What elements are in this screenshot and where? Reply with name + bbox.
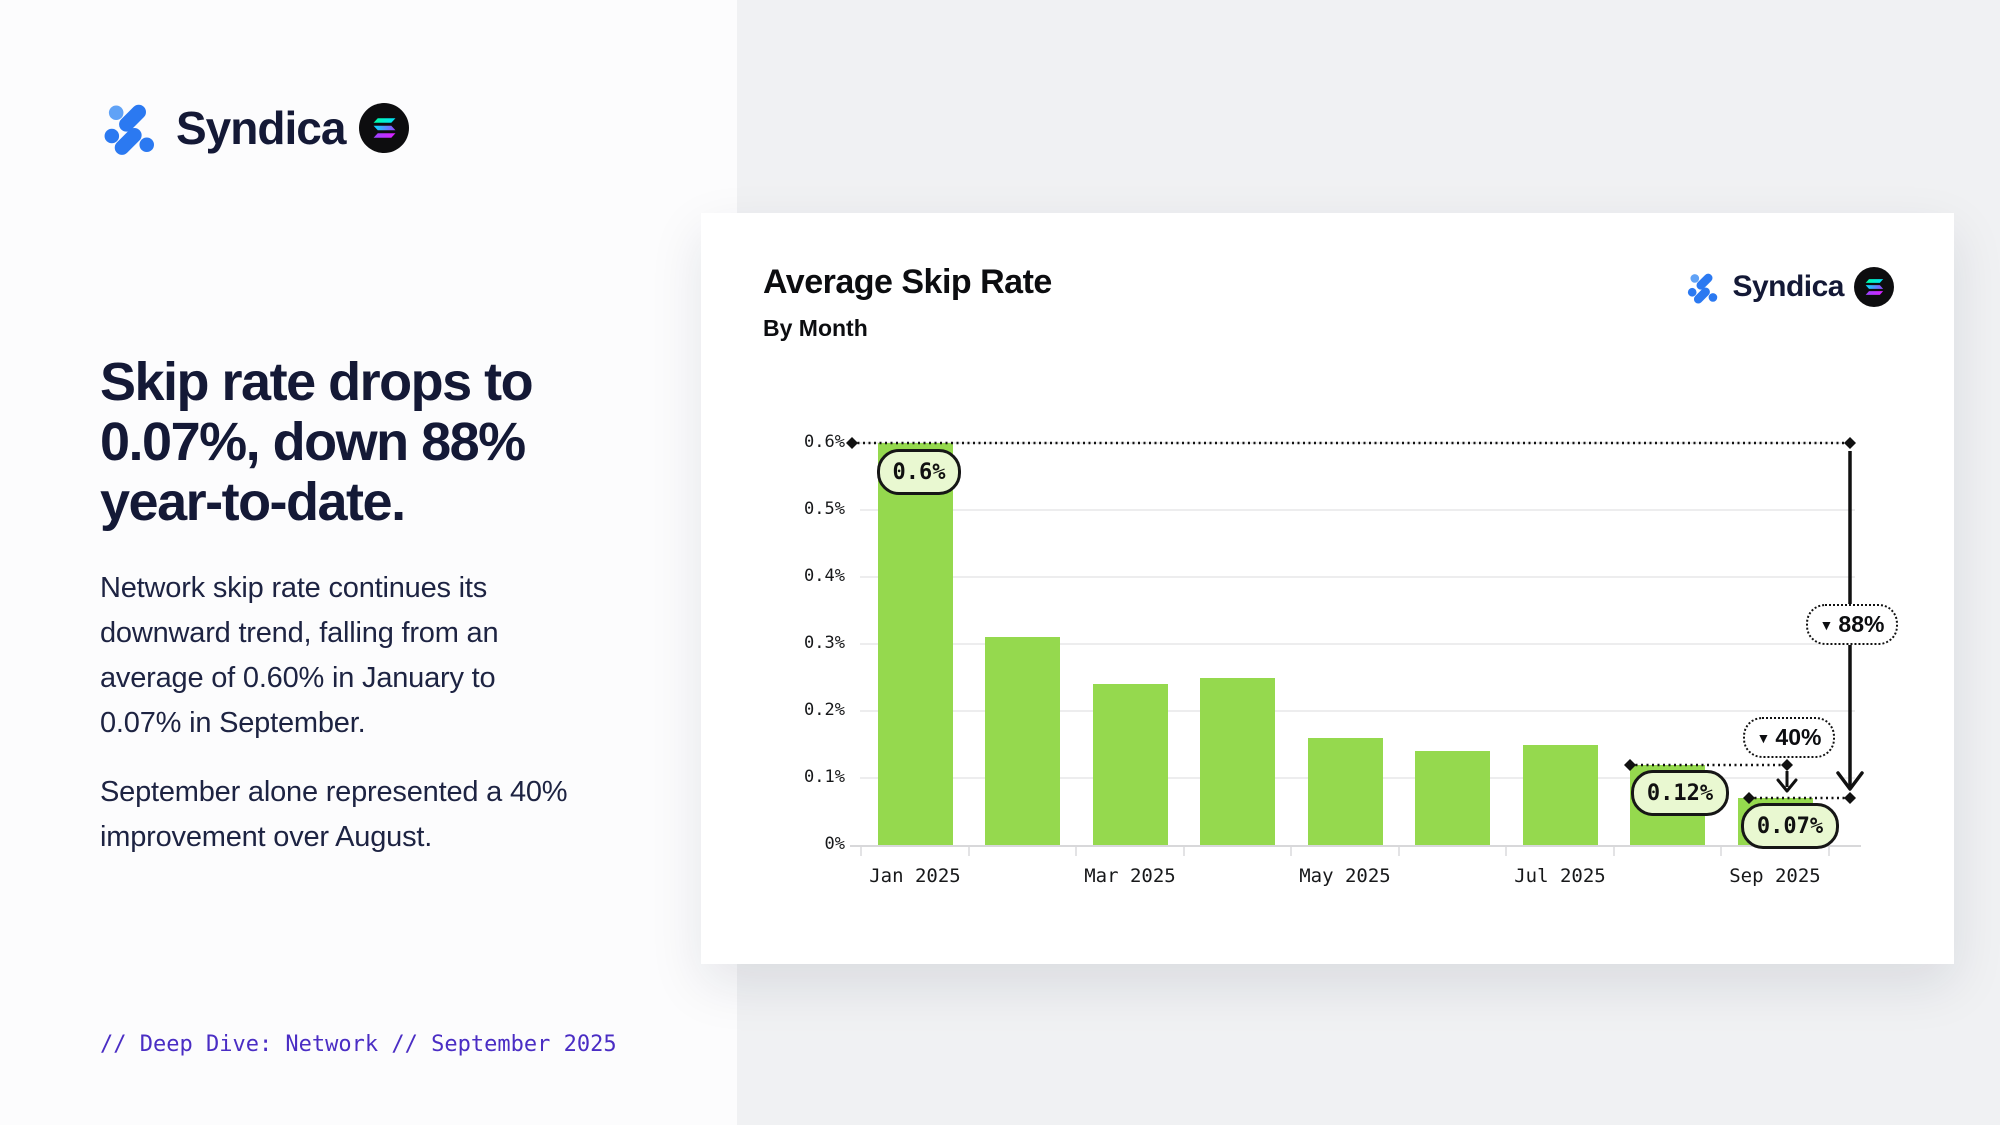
x-axis-label: May 2025 bbox=[1299, 865, 1391, 887]
x-axis-tick bbox=[1827, 847, 1830, 856]
solana-icon bbox=[359, 103, 410, 153]
bar-apr-2025 bbox=[1200, 677, 1275, 845]
ytd-change-pill: ▼ 88% bbox=[1806, 604, 1898, 645]
gridline bbox=[860, 710, 1855, 712]
x-axis-tick bbox=[1182, 847, 1185, 856]
x-axis-tick bbox=[1505, 847, 1508, 856]
card-brand-logo: Syndica bbox=[1684, 267, 1894, 307]
x-axis-line bbox=[850, 845, 1861, 847]
x-axis-label: Jan 2025 bbox=[869, 865, 961, 887]
gridline bbox=[860, 442, 1855, 444]
brand-wordmark: Syndica bbox=[1732, 270, 1844, 303]
bar-jan-2025 bbox=[877, 443, 953, 845]
y-axis-label: 0.6% bbox=[804, 432, 845, 452]
y-axis-label: 0.3% bbox=[804, 633, 845, 653]
down-triangle-icon: ▼ bbox=[1819, 616, 1834, 633]
chart-card: Average Skip Rate By Month Syndica 0% 0.1… bbox=[701, 213, 1954, 964]
mom-change-value: 40% bbox=[1775, 724, 1822, 750]
bar-jul-2025 bbox=[1522, 744, 1598, 845]
syndica-icon bbox=[1688, 273, 1718, 303]
sep-value-badge: 0.07% bbox=[1741, 803, 1839, 849]
mom-change-pill: ▼ 40% bbox=[1743, 717, 1835, 758]
y-axis-label: 0% bbox=[824, 834, 845, 854]
x-axis-tick bbox=[1720, 847, 1723, 856]
bar-feb-2025 bbox=[985, 637, 1060, 845]
body-paragraph-1: Network skip rate continues its downward… bbox=[100, 572, 499, 739]
report-footer: // Deep Dive: Network // September 2025 bbox=[100, 1032, 617, 1057]
x-axis-tick bbox=[1612, 847, 1615, 856]
y-axis-label: 0.4% bbox=[804, 566, 845, 586]
x-axis-tick bbox=[967, 847, 970, 856]
syndica-icon bbox=[104, 104, 154, 155]
gridline bbox=[860, 643, 1855, 645]
bar-chart: 0% 0.1% 0.2% 0.3% 0.4% 0.5% 0.6% Jan 2025 Mar 20… bbox=[701, 213, 1954, 964]
solana-icon bbox=[1854, 267, 1894, 307]
y-axis-label: 0.5% bbox=[804, 499, 845, 519]
chart-title: Average Skip Rate bbox=[763, 263, 1052, 301]
gridline bbox=[860, 509, 1855, 511]
down-triangle-icon: ▼ bbox=[1756, 729, 1771, 746]
x-axis-tick bbox=[1397, 847, 1400, 856]
jan-value-badge: 0.6% bbox=[877, 449, 961, 495]
x-axis-label: Mar 2025 bbox=[1084, 865, 1176, 887]
y-axis-label: 0.2% bbox=[804, 700, 845, 720]
bar-may-2025 bbox=[1307, 737, 1383, 845]
x-axis-tick bbox=[1290, 847, 1293, 856]
x-axis-label: Sep 2025 bbox=[1729, 865, 1821, 887]
y-axis-label: 0.1% bbox=[804, 767, 845, 787]
body-paragraph-2: September alone represented a 40% improv… bbox=[100, 776, 568, 853]
brand-wordmark: Syndica bbox=[176, 102, 346, 154]
aug-value-badge: 0.12% bbox=[1631, 770, 1729, 816]
x-axis-tick bbox=[860, 847, 863, 856]
bar-mar-2025 bbox=[1092, 684, 1168, 845]
chart-subtitle: By Month bbox=[763, 315, 868, 341]
page-title: Skip rate drops to 0.07%, down 88% year-… bbox=[100, 352, 534, 532]
x-axis-label: Jul 2025 bbox=[1514, 865, 1606, 887]
bar-jun-2025 bbox=[1415, 751, 1490, 845]
gridline bbox=[860, 576, 1855, 578]
x-axis-tick bbox=[1075, 847, 1078, 856]
ytd-change-value: 88% bbox=[1838, 611, 1885, 637]
brand-logo: Syndica bbox=[98, 100, 410, 156]
